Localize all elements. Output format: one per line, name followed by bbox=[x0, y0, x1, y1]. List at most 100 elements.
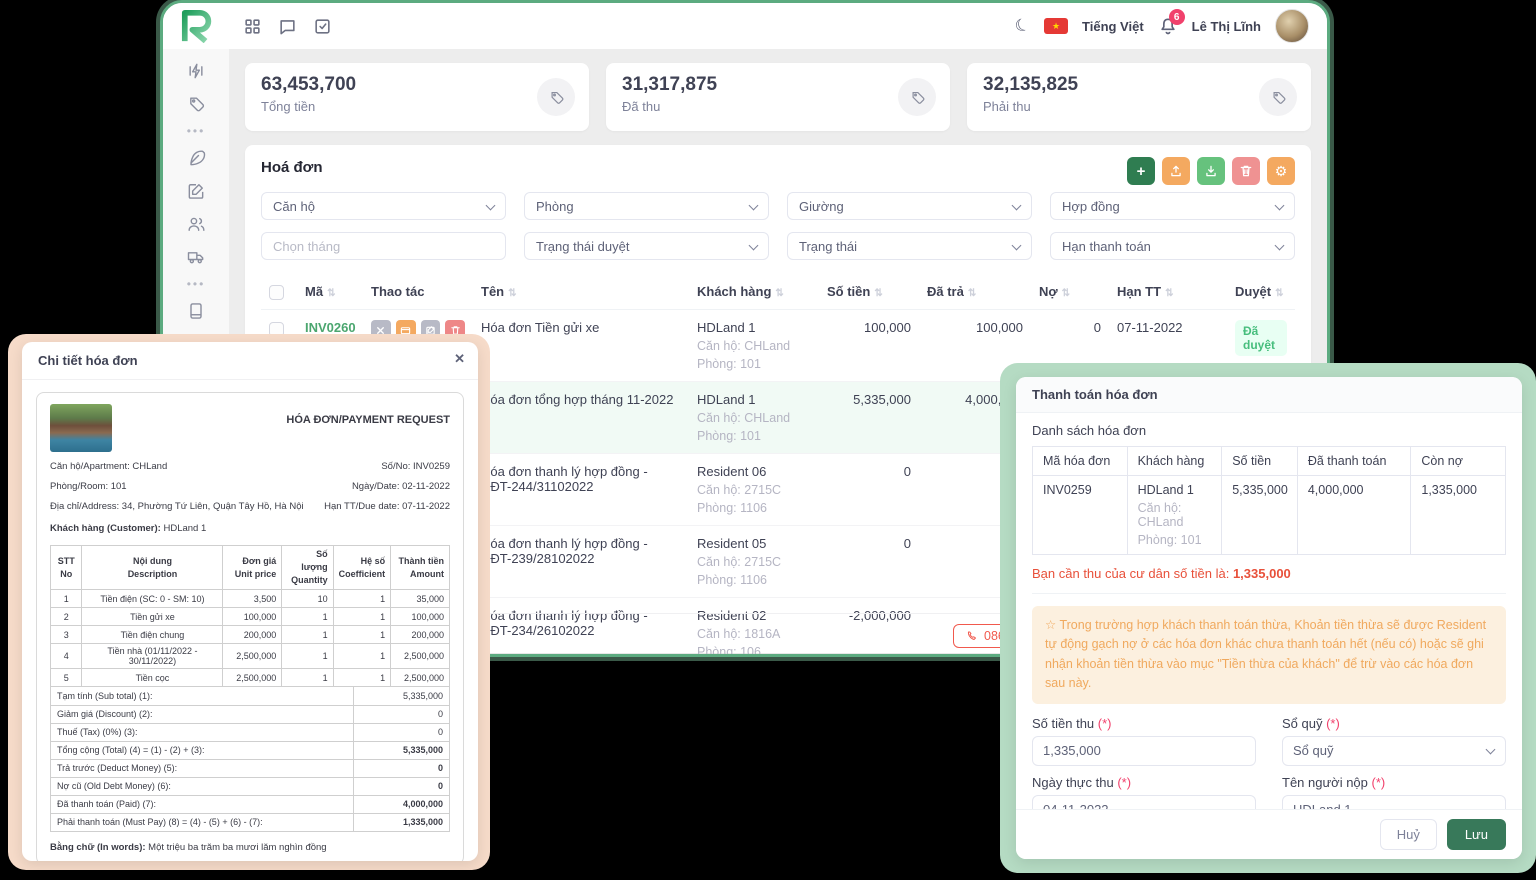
filter-status-select[interactable]: Trạng thái bbox=[787, 232, 1032, 260]
language-label[interactable]: Tiếng Việt bbox=[1082, 18, 1144, 34]
stat-value: 32,135,825 bbox=[983, 74, 1079, 95]
filter-bed-select[interactable]: Giường bbox=[787, 192, 1032, 220]
phone-icon bbox=[967, 631, 976, 640]
save-button[interactable]: Lưu bbox=[1446, 819, 1506, 850]
invoice-name: Hóa đơn thanh lý hợp đồng - HĐT-234/2610… bbox=[473, 597, 689, 654]
invoice-items-table: STT No Nội dung Description Đơn giá Unit pr… bbox=[49, 544, 450, 688]
stat-card-collected: 31,317,875 Đã thu bbox=[606, 63, 950, 131]
divider bbox=[1032, 593, 1506, 594]
modal-title: Chi tiết hóa đơn bbox=[38, 353, 138, 368]
doc-address: Địa chỉ/Address: 34, Phường Tứ Liên, Quậ… bbox=[50, 501, 304, 512]
amount-input[interactable] bbox=[1032, 735, 1256, 766]
customer-name: Resident 06 bbox=[697, 464, 767, 479]
invoice-totals-table: Tạm tính (Sub total) (1): 5,335,000 Giảm … bbox=[49, 687, 450, 832]
stat-card-receivable: 32,135,825 Phải thu bbox=[967, 63, 1311, 131]
stat-cards: 63,453,700 Tổng tiền 31,317,875 Đã thu bbox=[245, 63, 1311, 131]
filter-room-select[interactable]: Phòng bbox=[524, 192, 769, 220]
col-due[interactable]: Hạn TT ⇅ bbox=[1109, 274, 1227, 310]
amount: 5,335,000 bbox=[819, 381, 919, 454]
status-badge: Đã duyệt bbox=[1235, 320, 1287, 356]
dark-mode-icon[interactable]: ☾ bbox=[1011, 13, 1033, 38]
select-all-checkbox[interactable] bbox=[269, 285, 284, 300]
sidebar-item-feather-icon[interactable] bbox=[186, 148, 206, 168]
sort-icon: ⇅ bbox=[1275, 288, 1284, 299]
cancel-button[interactable]: Huỷ bbox=[1379, 819, 1437, 850]
payment-modal: Thanh toán hóa đơn Danh sách hóa đơn Mã … bbox=[1016, 377, 1522, 859]
settings-gear-button[interactable]: ⚙ bbox=[1267, 157, 1295, 185]
overpayment-warning: ☆ Trong trường hợp khách thanh toán thừa… bbox=[1032, 606, 1506, 704]
col-code[interactable]: Mã ⇅ bbox=[297, 274, 363, 310]
filter-month-field[interactable] bbox=[261, 232, 506, 260]
col-name[interactable]: Tên ⇅ bbox=[473, 274, 689, 310]
doc-room: Phòng/Room: 101 bbox=[50, 481, 127, 492]
doc-due-date: Hạn TT/Due date: 07-11-2022 bbox=[324, 501, 450, 512]
total-row: Nợ cũ (Old Debt Money) (6): 0 bbox=[49, 777, 450, 796]
filter-approve-status-select[interactable]: Trạng thái duyệt bbox=[524, 232, 769, 260]
month-input[interactable] bbox=[273, 238, 479, 254]
col-approve[interactable]: Duyệt ⇅ bbox=[1227, 274, 1295, 310]
delete-button[interactable] bbox=[1232, 157, 1260, 185]
customer-name: Resident 05 bbox=[697, 536, 767, 551]
stat-value: 63,453,700 bbox=[261, 74, 357, 95]
chevron-down-icon bbox=[1274, 200, 1285, 211]
fund-label: Sổ quỹ (*) bbox=[1282, 715, 1340, 731]
upload-button[interactable] bbox=[1162, 157, 1190, 185]
filter-apartment-select[interactable]: Căn hộ bbox=[261, 192, 506, 220]
task-check-icon[interactable] bbox=[313, 17, 332, 36]
fund-select[interactable]: Sổ quỹ bbox=[1282, 735, 1506, 766]
col-paid[interactable]: Đã trả ⇅ bbox=[919, 274, 1031, 310]
sidebar-item-energy-icon[interactable] bbox=[186, 61, 206, 81]
page-title: Hoá đơn bbox=[261, 159, 323, 176]
filter-due-select[interactable]: Hạn thanh toán bbox=[1050, 232, 1295, 260]
chevron-down-icon bbox=[1274, 240, 1285, 251]
download-button[interactable] bbox=[1197, 157, 1225, 185]
user-name[interactable]: Lê Thị Lĩnh bbox=[1191, 18, 1261, 34]
total-row: Tạm tính (Sub total) (1): 5,335,000 bbox=[49, 687, 450, 706]
sort-icon: ⇅ bbox=[508, 288, 517, 299]
building-photo bbox=[50, 404, 112, 452]
vietnam-flag-icon[interactable]: ★ bbox=[1044, 18, 1069, 34]
tag-icon bbox=[1259, 78, 1297, 116]
sidebar-item-book-icon[interactable] bbox=[186, 301, 206, 321]
filter-contract-select[interactable]: Hợp đồng bbox=[1050, 192, 1295, 220]
notification-badge: 6 bbox=[1168, 9, 1185, 25]
amount-in-words: Bằng chữ (In words): Một triệu ba trăm b… bbox=[50, 841, 327, 853]
item-row: 5 Tiền cọc 2,500,000 1 1 2,500,000 bbox=[49, 668, 450, 688]
total-row: Phải thanh toán (Must Pay) (8) = (4) - (… bbox=[49, 813, 450, 832]
doc-date: Ngày/Date: 02-11-2022 bbox=[351, 481, 450, 492]
invoice-code: INV0259 bbox=[1032, 475, 1128, 555]
apps-grid-icon[interactable] bbox=[243, 17, 262, 36]
invoice-detail-modal: Chi tiết hóa đơn ✕ HÓA ĐƠN/PAYMENT REQUE… bbox=[22, 342, 478, 861]
avatar[interactable] bbox=[1275, 9, 1309, 43]
item-row: 1 Tiền điện (SC: 0 - SM: 10) 3,500 10 1 35,00… bbox=[49, 589, 450, 609]
col-customer[interactable]: Khách hàng ⇅ bbox=[689, 274, 819, 310]
item-row: 3 Tiền điện chung 200,000 1 1 200,000 bbox=[49, 625, 450, 645]
date-label: Ngày thực thu (*) bbox=[1032, 774, 1132, 790]
modal-title: Thanh toán hóa đơn bbox=[1016, 377, 1522, 413]
amount: 0 bbox=[819, 453, 919, 526]
col-amount[interactable]: Số tiền ⇅ bbox=[819, 274, 919, 310]
app-logo-icon bbox=[181, 9, 212, 43]
close-icon[interactable]: ✕ bbox=[454, 351, 465, 366]
sidebar-item-edit-icon[interactable] bbox=[186, 181, 206, 201]
col-actions: Thao tác bbox=[363, 274, 473, 310]
doc-customer: Khách hàng (Customer): HDLand 1 bbox=[50, 523, 207, 534]
table-row: INV0260 Hóa đơn Tiền gửi xe HDLand 1 Căn… bbox=[261, 309, 1295, 382]
sidebar-item-truck-icon[interactable] bbox=[186, 247, 206, 267]
sidebar-item-residents-icon[interactable] bbox=[186, 214, 206, 234]
add-invoice-button[interactable]: + bbox=[1127, 157, 1155, 185]
stat-label: Tổng tiền bbox=[261, 99, 316, 114]
stat-value: 31,317,875 bbox=[622, 74, 718, 95]
sidebar-item-invoices-icon[interactable] bbox=[186, 94, 206, 114]
paid: 100,000 bbox=[919, 309, 1031, 382]
sort-icon: ⇅ bbox=[967, 288, 977, 299]
amount: 5,335,000 bbox=[1221, 475, 1298, 555]
doc-apartment: Căn hộ/Apartment: CHLand bbox=[50, 461, 168, 472]
chat-icon[interactable] bbox=[278, 17, 297, 36]
chevron-down-icon bbox=[1011, 240, 1022, 251]
document-title: HÓA ĐƠN/PAYMENT REQUEST bbox=[286, 414, 450, 426]
notifications-button[interactable]: 6 bbox=[1158, 9, 1185, 36]
total-row: Đã thanh toán (Paid) (7): 4,000,000 bbox=[49, 795, 450, 814]
col-debt[interactable]: Nợ ⇅ bbox=[1031, 274, 1109, 310]
